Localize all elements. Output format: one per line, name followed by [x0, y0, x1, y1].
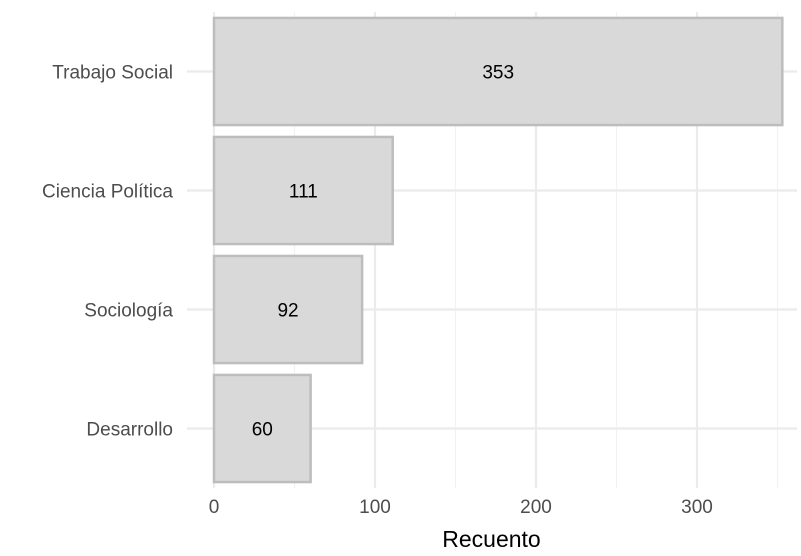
bar-value-label: 92: [277, 301, 298, 322]
x-tick-label: 100: [359, 497, 391, 518]
y-tick-label: Desarrollo: [86, 420, 173, 441]
bar: [212, 135, 394, 246]
bar-value-label: 353: [482, 63, 514, 84]
bar: [212, 373, 312, 484]
bar: [212, 16, 784, 127]
y-axis-tick-labels: Trabajo Social Ciencia Política Sociología…: [42, 63, 173, 441]
x-tick-label: 300: [681, 497, 713, 518]
y-tick-label: Trabajo Social: [52, 63, 173, 84]
x-tick-label: 0: [209, 497, 220, 518]
x-axis-tick-labels: 0 100 200 300: [209, 497, 713, 518]
y-tick-label: Ciencia Política: [42, 182, 173, 203]
bars: [212, 16, 784, 484]
x-axis-title: Recuento: [442, 526, 540, 552]
x-tick-label: 200: [520, 497, 552, 518]
data-labels: 353 111 92 60: [252, 63, 514, 441]
bar: [212, 254, 364, 365]
y-tick-label: Sociología: [84, 301, 173, 322]
bar-value-label: 111: [289, 182, 318, 203]
bar-value-label: 60: [252, 420, 273, 441]
